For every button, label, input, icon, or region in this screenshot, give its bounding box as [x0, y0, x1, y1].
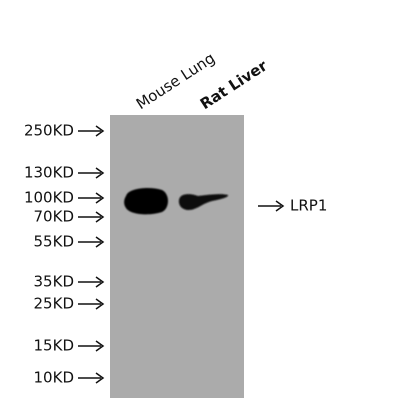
- marker-label: 70KD: [34, 208, 74, 226]
- marker-label: 10KD: [34, 369, 74, 387]
- marker-label: 35KD: [34, 273, 74, 291]
- marker-label: 15KD: [34, 337, 74, 355]
- marker-label: 130KD: [24, 164, 74, 182]
- marker-label: 100KD: [24, 189, 74, 207]
- marker-label: 25KD: [34, 295, 74, 313]
- marker-label: 55KD: [34, 233, 74, 251]
- blot-membrane: [110, 115, 244, 398]
- marker-label: 250KD: [24, 122, 74, 140]
- band-mouse-lung: [124, 188, 168, 214]
- western-blot: Mouse Lung Rat Liver 250KD130KD100KD70KD…: [0, 0, 403, 403]
- band-label: LRP1: [290, 197, 327, 215]
